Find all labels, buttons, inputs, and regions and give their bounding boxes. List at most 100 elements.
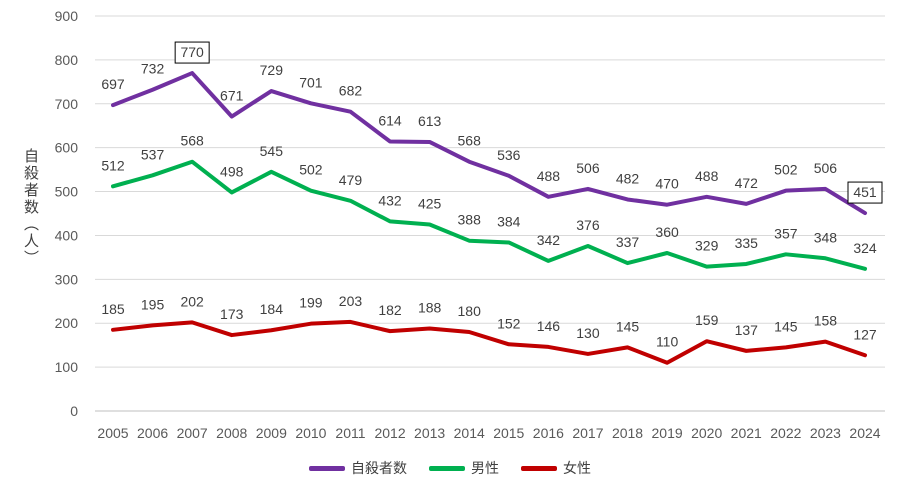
series-line-0 [111, 71, 867, 216]
legend-item-male: 男性 [429, 458, 499, 478]
data-label: 329 [695, 238, 719, 254]
data-label: 324 [853, 240, 877, 256]
y-tick-label: 800 [55, 52, 79, 68]
data-label: 199 [299, 295, 323, 311]
data-label: 498 [220, 163, 244, 179]
series-line-2 [111, 319, 867, 365]
legend: 自殺者数 男性 女性 [0, 458, 900, 478]
data-label: 770 [180, 44, 204, 60]
data-label: 145 [774, 318, 798, 334]
legend-swatch [429, 465, 465, 471]
data-label: 482 [616, 170, 640, 186]
data-label: 357 [774, 225, 798, 241]
data-label: 732 [141, 61, 165, 77]
data-label: 127 [853, 326, 877, 342]
y-tick-label: 900 [55, 8, 79, 24]
data-label: 697 [101, 76, 125, 92]
data-label: 502 [299, 162, 323, 178]
data-label-box [174, 41, 210, 64]
data-label: 173 [220, 306, 244, 322]
data-label: 180 [458, 303, 482, 319]
y-tick-label: 0 [70, 403, 78, 419]
x-tick-label: 2007 [177, 425, 208, 441]
y-tick-label: 400 [55, 227, 79, 243]
x-tick-label: 2016 [533, 425, 564, 441]
data-label: 614 [378, 113, 402, 129]
data-label: 158 [814, 313, 838, 329]
x-tick-label: 2018 [612, 425, 643, 441]
data-label: 729 [260, 62, 284, 78]
data-label: 335 [735, 235, 759, 251]
data-label: 184 [260, 301, 284, 317]
data-label: 152 [497, 315, 521, 331]
data-label: 502 [774, 162, 798, 178]
data-label: 182 [378, 302, 402, 318]
data-label: 203 [339, 293, 363, 309]
data-label: 701 [299, 74, 323, 90]
x-tick-label: 2012 [374, 425, 405, 441]
data-label: 568 [180, 133, 204, 149]
x-tick-label: 2013 [414, 425, 445, 441]
data-label: 479 [339, 172, 363, 188]
data-label: 388 [458, 212, 482, 228]
data-label: 146 [537, 318, 561, 334]
data-label: 188 [418, 299, 442, 315]
x-tick-label: 2006 [137, 425, 168, 441]
x-tick-label: 2023 [810, 425, 841, 441]
data-label: 488 [537, 168, 561, 184]
data-label: 185 [101, 301, 125, 317]
data-label: 137 [735, 322, 759, 338]
data-label: 472 [735, 175, 759, 191]
x-tick-label: 2019 [652, 425, 683, 441]
y-tick-label: 200 [55, 315, 79, 331]
x-tick-label: 2024 [849, 425, 880, 441]
legend-item-total: 自殺者数 [309, 458, 407, 478]
x-tick-label: 2021 [731, 425, 762, 441]
data-label: 195 [141, 296, 165, 312]
x-tick-label: 2020 [691, 425, 722, 441]
legend-swatch [309, 465, 345, 471]
data-label: 384 [497, 213, 521, 229]
legend-label: 女性 [563, 461, 591, 477]
data-label: 342 [537, 232, 561, 248]
x-tick-label: 2017 [572, 425, 603, 441]
x-tick-label: 2009 [256, 425, 287, 441]
data-label: 506 [814, 160, 838, 176]
data-label: 671 [220, 88, 244, 104]
x-tick-label: 2011 [335, 425, 365, 441]
y-tick-label: 700 [55, 96, 79, 112]
data-label: 506 [576, 160, 600, 176]
y-tick-label: 600 [55, 140, 79, 156]
legend-item-female: 女性 [521, 458, 591, 478]
data-label: 110 [656, 334, 679, 350]
legend-label: 自殺者数 [351, 461, 407, 477]
legend-swatch [521, 465, 557, 471]
data-label: 202 [180, 293, 204, 309]
x-tick-label: 2010 [295, 425, 326, 441]
y-tick-label: 300 [55, 271, 79, 287]
y-tick-label: 100 [55, 359, 79, 375]
data-label: 537 [141, 146, 165, 162]
y-tick-label: 500 [55, 184, 79, 200]
data-label: 568 [458, 133, 482, 149]
data-label: 360 [655, 224, 679, 240]
data-label: 145 [616, 318, 640, 334]
data-label: 348 [814, 229, 838, 245]
data-label: 536 [497, 147, 521, 163]
x-tick-label: 2015 [493, 425, 524, 441]
data-label: 488 [695, 168, 719, 184]
x-tick-label: 2008 [216, 425, 247, 441]
data-label: 425 [418, 195, 442, 211]
series-line-1 [111, 159, 867, 271]
data-label: 470 [655, 176, 679, 192]
data-label: 682 [339, 83, 363, 99]
data-label: 512 [101, 157, 125, 173]
y-axis-label: 自殺者数（人） [22, 148, 40, 267]
data-label: 545 [260, 143, 284, 159]
data-label: 159 [695, 312, 719, 328]
data-label: 376 [576, 217, 600, 233]
x-tick-label: 2014 [454, 425, 485, 441]
legend-label: 男性 [471, 461, 499, 477]
data-label-box [847, 181, 883, 204]
